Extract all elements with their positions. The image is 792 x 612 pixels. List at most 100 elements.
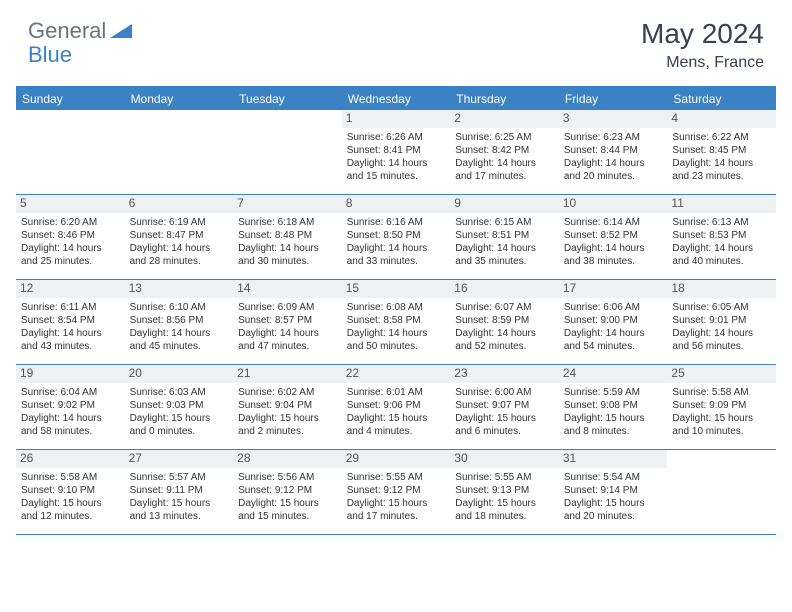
daylight-line: Daylight: 15 hours and 18 minutes. bbox=[455, 497, 554, 523]
week-row: 12Sunrise: 6:11 AMSunset: 8:54 PMDayligh… bbox=[16, 280, 776, 365]
day-number: 31 bbox=[559, 450, 668, 468]
day-number: 2 bbox=[450, 110, 559, 128]
day-number: 7 bbox=[233, 195, 342, 213]
day-cell-20: 20Sunrise: 6:03 AMSunset: 9:03 PMDayligh… bbox=[125, 365, 234, 449]
day-cell-empty bbox=[16, 110, 125, 194]
day-number: 23 bbox=[450, 365, 559, 383]
sunrise-line: Sunrise: 5:55 AM bbox=[455, 471, 554, 484]
day-cell-23: 23Sunrise: 6:00 AMSunset: 9:07 PMDayligh… bbox=[450, 365, 559, 449]
weekday-monday: Monday bbox=[125, 88, 234, 110]
daylight-line: Daylight: 14 hours and 38 minutes. bbox=[564, 242, 663, 268]
sunrise-line: Sunrise: 6:05 AM bbox=[672, 301, 771, 314]
day-cell-26: 26Sunrise: 5:58 AMSunset: 9:10 PMDayligh… bbox=[16, 450, 125, 534]
location-label: Mens, France bbox=[641, 54, 764, 72]
day-cell-18: 18Sunrise: 6:05 AMSunset: 9:01 PMDayligh… bbox=[667, 280, 776, 364]
day-number: 30 bbox=[450, 450, 559, 468]
daylight-line: Daylight: 14 hours and 40 minutes. bbox=[672, 242, 771, 268]
calendar-weeks: 1Sunrise: 6:26 AMSunset: 8:41 PMDaylight… bbox=[16, 110, 776, 535]
sunrise-line: Sunrise: 5:54 AM bbox=[564, 471, 663, 484]
week-row: 26Sunrise: 5:58 AMSunset: 9:10 PMDayligh… bbox=[16, 450, 776, 535]
sunrise-line: Sunrise: 6:13 AM bbox=[672, 216, 771, 229]
day-number: 28 bbox=[233, 450, 342, 468]
day-number: 29 bbox=[342, 450, 451, 468]
sunset-line: Sunset: 9:14 PM bbox=[564, 484, 663, 497]
daylight-line: Daylight: 15 hours and 10 minutes. bbox=[672, 412, 771, 438]
sunset-line: Sunset: 9:10 PM bbox=[21, 484, 120, 497]
month-title: May 2024 bbox=[641, 18, 764, 50]
day-number: 19 bbox=[16, 365, 125, 383]
brand-logo: General bbox=[28, 18, 134, 44]
sunset-line: Sunset: 8:41 PM bbox=[347, 144, 446, 157]
day-cell-8: 8Sunrise: 6:16 AMSunset: 8:50 PMDaylight… bbox=[342, 195, 451, 279]
day-number: 3 bbox=[559, 110, 668, 128]
sunrise-line: Sunrise: 6:10 AM bbox=[130, 301, 229, 314]
sunrise-line: Sunrise: 6:03 AM bbox=[130, 386, 229, 399]
day-number: 17 bbox=[559, 280, 668, 298]
weekday-wednesday: Wednesday bbox=[342, 88, 451, 110]
sunset-line: Sunset: 8:58 PM bbox=[347, 314, 446, 327]
day-cell-14: 14Sunrise: 6:09 AMSunset: 8:57 PMDayligh… bbox=[233, 280, 342, 364]
sunset-line: Sunset: 8:44 PM bbox=[564, 144, 663, 157]
day-cell-1: 1 Sunrise: 6:26 AMSunset: 8:41 PMDaylight… bbox=[342, 110, 451, 194]
sunrise-line: Sunrise: 6:25 AM bbox=[455, 131, 554, 144]
day-number: 20 bbox=[125, 365, 234, 383]
sunrise-line: Sunrise: 6:26 AM bbox=[347, 131, 446, 144]
daylight-line: Daylight: 14 hours and 35 minutes. bbox=[455, 242, 554, 268]
day-cell-4: 4Sunrise: 6:22 AMSunset: 8:45 PMDaylight… bbox=[667, 110, 776, 194]
weekday-sunday: Sunday bbox=[16, 88, 125, 110]
day-number: 27 bbox=[125, 450, 234, 468]
sunset-line: Sunset: 9:00 PM bbox=[564, 314, 663, 327]
day-cell-17: 17Sunrise: 6:06 AMSunset: 9:00 PMDayligh… bbox=[559, 280, 668, 364]
sunrise-line: Sunrise: 6:01 AM bbox=[347, 386, 446, 399]
day-cell-30: 30Sunrise: 5:55 AMSunset: 9:13 PMDayligh… bbox=[450, 450, 559, 534]
daylight-line: Daylight: 15 hours and 15 minutes. bbox=[238, 497, 337, 523]
weekday-thursday: Thursday bbox=[450, 88, 559, 110]
sunrise-line: Sunrise: 6:09 AM bbox=[238, 301, 337, 314]
day-number: 18 bbox=[667, 280, 776, 298]
sunrise-line: Sunrise: 6:06 AM bbox=[564, 301, 663, 314]
day-number: 12 bbox=[16, 280, 125, 298]
day-cell-19: 19Sunrise: 6:04 AMSunset: 9:02 PMDayligh… bbox=[16, 365, 125, 449]
sunrise-line: Sunrise: 5:59 AM bbox=[564, 386, 663, 399]
daylight-line: Daylight: 14 hours and 20 minutes. bbox=[564, 157, 663, 183]
day-cell-2: 2Sunrise: 6:25 AMSunset: 8:42 PMDaylight… bbox=[450, 110, 559, 194]
sunrise-line: Sunrise: 6:11 AM bbox=[21, 301, 120, 314]
day-number: 14 bbox=[233, 280, 342, 298]
sunset-line: Sunset: 8:53 PM bbox=[672, 229, 771, 242]
day-cell-21: 21Sunrise: 6:02 AMSunset: 9:04 PMDayligh… bbox=[233, 365, 342, 449]
sunset-line: Sunset: 9:12 PM bbox=[238, 484, 337, 497]
daylight-line: Daylight: 14 hours and 15 minutes. bbox=[347, 157, 446, 183]
sunset-line: Sunset: 8:47 PM bbox=[130, 229, 229, 242]
daylight-line: Daylight: 14 hours and 43 minutes. bbox=[21, 327, 120, 353]
sunset-line: Sunset: 9:08 PM bbox=[564, 399, 663, 412]
daylight-line: Daylight: 14 hours and 47 minutes. bbox=[238, 327, 337, 353]
daylight-line: Daylight: 14 hours and 58 minutes. bbox=[21, 412, 120, 438]
sunset-line: Sunset: 8:48 PM bbox=[238, 229, 337, 242]
daylight-line: Daylight: 15 hours and 17 minutes. bbox=[347, 497, 446, 523]
day-cell-empty bbox=[667, 450, 776, 534]
sunrise-line: Sunrise: 6:14 AM bbox=[564, 216, 663, 229]
sunrise-line: Sunrise: 6:08 AM bbox=[347, 301, 446, 314]
day-number: 25 bbox=[667, 365, 776, 383]
daylight-line: Daylight: 14 hours and 45 minutes. bbox=[130, 327, 229, 353]
daylight-line: Daylight: 14 hours and 50 minutes. bbox=[347, 327, 446, 353]
day-cell-22: 22Sunrise: 6:01 AMSunset: 9:06 PMDayligh… bbox=[342, 365, 451, 449]
day-number: 1 bbox=[342, 110, 451, 128]
day-number: 22 bbox=[342, 365, 451, 383]
daylight-line: Daylight: 14 hours and 30 minutes. bbox=[238, 242, 337, 268]
weekday-tuesday: Tuesday bbox=[233, 88, 342, 110]
day-number: 15 bbox=[342, 280, 451, 298]
weekday-saturday: Saturday bbox=[667, 88, 776, 110]
daylight-line: Daylight: 14 hours and 33 minutes. bbox=[347, 242, 446, 268]
sunrise-line: Sunrise: 6:07 AM bbox=[455, 301, 554, 314]
sunset-line: Sunset: 9:11 PM bbox=[130, 484, 229, 497]
sunrise-line: Sunrise: 6:00 AM bbox=[455, 386, 554, 399]
calendar-grid: SundayMondayTuesdayWednesdayThursdayFrid… bbox=[16, 86, 776, 535]
sunset-line: Sunset: 8:54 PM bbox=[21, 314, 120, 327]
sunset-line: Sunset: 9:03 PM bbox=[130, 399, 229, 412]
day-number: 8 bbox=[342, 195, 451, 213]
sunrise-line: Sunrise: 6:16 AM bbox=[347, 216, 446, 229]
sunset-line: Sunset: 9:02 PM bbox=[21, 399, 120, 412]
brand-text-general: General bbox=[28, 18, 106, 44]
sunrise-line: Sunrise: 6:23 AM bbox=[564, 131, 663, 144]
